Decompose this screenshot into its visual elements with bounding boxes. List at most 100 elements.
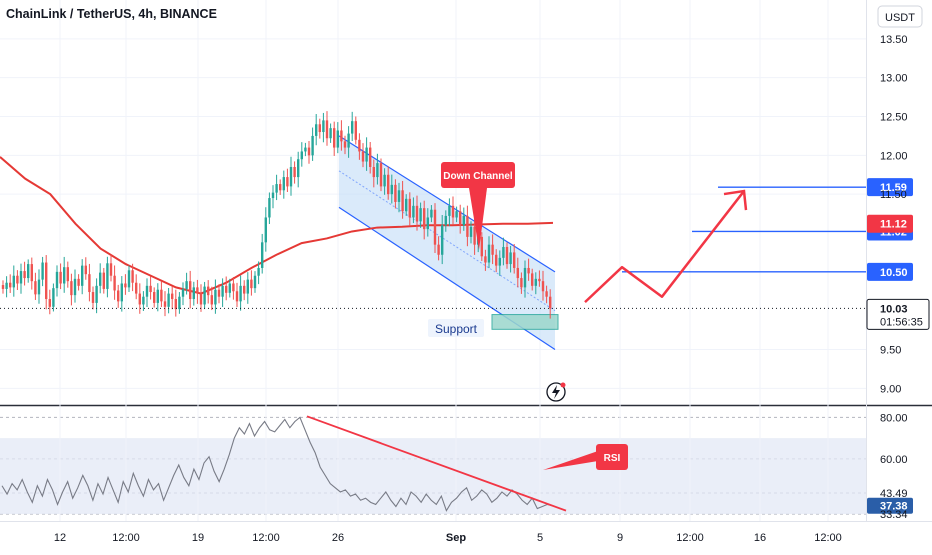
candle-body xyxy=(531,273,534,286)
candle-body xyxy=(1,285,5,289)
candle-body xyxy=(426,217,429,230)
candle-body xyxy=(37,279,41,295)
candle-body xyxy=(124,283,127,288)
candle xyxy=(135,274,138,300)
candle xyxy=(351,111,354,142)
candle xyxy=(192,281,195,306)
candle xyxy=(264,207,267,252)
candle xyxy=(480,232,483,261)
time-tick-label: 12:00 xyxy=(252,532,280,544)
chart-symbol-title: ChainLink / TetherUS, 4h, BINANCE xyxy=(6,7,217,21)
candle-body xyxy=(397,190,401,202)
candle xyxy=(199,284,203,312)
rsi-layer: RSI 37.38 xyxy=(1,415,913,514)
candle-body xyxy=(520,278,523,288)
rsi-line xyxy=(1,416,553,512)
down-channel-callout-text: Down Channel xyxy=(443,171,513,182)
candle-body xyxy=(52,288,55,307)
candle xyxy=(487,236,491,269)
candle xyxy=(376,153,379,185)
candle xyxy=(426,208,429,237)
candle xyxy=(541,270,545,301)
currency-button-frame[interactable] xyxy=(877,5,923,28)
candle-body xyxy=(480,236,483,257)
candle xyxy=(210,286,213,311)
candle-body xyxy=(163,301,167,307)
candle-body xyxy=(81,265,84,286)
candle-body xyxy=(73,278,77,296)
candle-body xyxy=(408,198,411,218)
candle-body xyxy=(383,174,386,187)
candle xyxy=(383,168,386,195)
candle xyxy=(466,205,469,247)
candle-body xyxy=(250,279,253,289)
price-tick-label: 12.00 xyxy=(880,150,908,162)
candle xyxy=(297,151,300,188)
candle-body xyxy=(95,285,98,303)
candle xyxy=(131,263,134,292)
candle xyxy=(531,268,534,291)
candle xyxy=(228,278,231,298)
candle xyxy=(163,291,167,317)
candle-body xyxy=(448,205,451,216)
candle xyxy=(246,272,249,304)
candle-body xyxy=(257,267,260,276)
candle-body xyxy=(419,208,422,222)
lightning-icon[interactable] xyxy=(546,382,566,402)
candle xyxy=(527,258,530,281)
candle-body xyxy=(142,296,145,305)
down-channel-callout-pointer xyxy=(469,188,487,250)
candle xyxy=(253,271,257,293)
candle xyxy=(48,289,51,315)
candle-body xyxy=(207,286,210,296)
candle-body xyxy=(318,124,321,133)
currency-button-label[interactable]: USDT xyxy=(885,12,915,24)
candle-body xyxy=(433,209,437,245)
candle-body xyxy=(63,267,66,284)
rsi-value-badge-label: 37.38 xyxy=(880,501,908,513)
candle xyxy=(315,114,318,146)
candle xyxy=(59,263,62,290)
candle xyxy=(19,263,23,294)
candle-body xyxy=(527,267,530,274)
candle-body xyxy=(379,163,383,187)
candle-body xyxy=(361,151,365,162)
candle-body xyxy=(12,275,15,288)
annotations-layer: Down Channel Support xyxy=(428,162,748,337)
currency-button[interactable]: USDT xyxy=(877,5,923,28)
candle-body xyxy=(513,252,516,268)
candle-body xyxy=(282,177,285,191)
candle-body xyxy=(167,293,170,307)
candle xyxy=(77,274,80,291)
candle-body xyxy=(340,130,343,142)
candle-body xyxy=(487,244,491,263)
time-tick-label: 26 xyxy=(332,532,344,544)
ma-price-badge-label: 11.12 xyxy=(880,219,907,231)
candle-body xyxy=(27,264,30,279)
candle-body xyxy=(19,271,23,284)
candle xyxy=(455,206,458,223)
candle xyxy=(401,180,404,219)
candle-body xyxy=(376,163,379,178)
candle xyxy=(239,275,242,311)
candle-body xyxy=(232,283,235,292)
candle xyxy=(516,257,519,288)
candle xyxy=(354,116,357,145)
candle xyxy=(509,245,512,273)
candle xyxy=(70,273,73,306)
candle-body xyxy=(387,174,390,195)
candle xyxy=(534,272,537,295)
candle-body xyxy=(484,256,487,263)
candle xyxy=(459,204,462,234)
candle xyxy=(12,265,15,297)
candle xyxy=(160,281,163,307)
candle-body xyxy=(545,291,548,297)
candle xyxy=(113,265,116,300)
candle xyxy=(462,207,465,231)
candle xyxy=(5,276,8,298)
lightning-icon-bolt[interactable] xyxy=(552,385,560,399)
candle xyxy=(142,291,145,311)
candle xyxy=(171,286,174,310)
